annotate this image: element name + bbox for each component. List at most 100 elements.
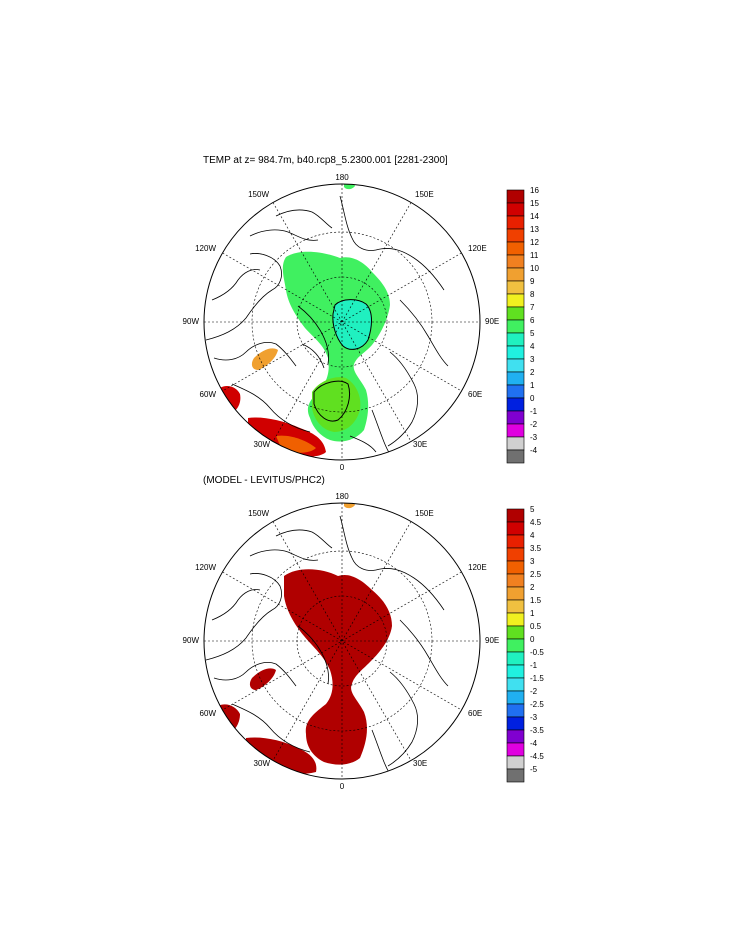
colorbar-label: 12 — [530, 238, 539, 247]
lon-label: 120E — [468, 563, 487, 572]
lon-label: 120W — [195, 563, 216, 572]
colorbar-swatch — [506, 729, 525, 744]
lon-label: 60E — [468, 390, 482, 399]
lon-label: 30E — [413, 440, 427, 449]
lon-label: 120W — [195, 244, 216, 253]
colorbar-label: 0 — [530, 394, 535, 403]
colorbar-swatch — [506, 573, 525, 588]
lon-label: 150W — [248, 509, 269, 518]
colorbar-swatch — [506, 319, 525, 334]
colorbar-label: -4.5 — [530, 752, 544, 761]
lon-label: 180 — [335, 492, 349, 501]
lon-label: 90W — [183, 317, 200, 326]
colorbar-swatch — [506, 397, 525, 412]
colorbar-label: -1 — [530, 661, 538, 670]
colorbar-label: -3.5 — [530, 726, 544, 735]
colorbar-swatch — [506, 534, 525, 549]
colorbar-label: 2 — [530, 583, 535, 592]
colorbar-label: 3.5 — [530, 544, 542, 553]
colorbar-swatch — [506, 410, 525, 425]
colorbar-swatch — [506, 371, 525, 386]
lon-label: 150W — [248, 190, 269, 199]
lon-label: 30W — [254, 440, 271, 449]
colorbar-label: 5 — [530, 505, 535, 514]
colorbar-label: -1 — [530, 407, 538, 416]
colorbar-label: -4 — [530, 739, 538, 748]
colorbar-swatch — [506, 547, 525, 562]
colorbar-label: -2.5 — [530, 700, 544, 709]
colorbar-label: 4 — [530, 531, 535, 540]
colorbar-label: 0 — [530, 635, 535, 644]
colorbar-label: 15 — [530, 199, 539, 208]
lon-label: 90W — [183, 636, 200, 645]
bottom-lon-labels: 180 150E 120E 90E 60E 30E 0 30W 60W 90W 120W 150W — [183, 492, 500, 791]
colorbar-swatch — [506, 625, 525, 640]
colorbar-label: 9 — [530, 277, 535, 286]
colorbar-label: 2.5 — [530, 570, 542, 579]
colorbar-swatch — [506, 202, 525, 217]
top-lon-labels: 180 150E 120E 90E 60E 30E 0 30W 60W 90W 120W 150W — [183, 173, 500, 472]
colorbar-label: -0.5 — [530, 648, 544, 657]
lon-label: 0 — [340, 463, 345, 472]
colorbar-swatch — [506, 560, 525, 575]
colorbar-swatch — [506, 293, 525, 308]
colorbar-label: 3 — [530, 355, 535, 364]
colorbar-label: 6 — [530, 316, 535, 325]
bottom-panel-title: (MODEL - LEVITUS/PHC2) — [203, 475, 325, 486]
colorbar-swatch — [506, 345, 525, 360]
colorbar-swatch — [506, 599, 525, 614]
colorbar-swatch — [506, 332, 525, 347]
colorbar-label: -1.5 — [530, 674, 544, 683]
colorbar-swatch — [506, 586, 525, 601]
colorbar-swatch — [506, 703, 525, 718]
colorbar-swatch — [506, 664, 525, 679]
colorbar-swatch — [506, 189, 525, 204]
colorbar-label: 4.5 — [530, 518, 542, 527]
colorbar-swatch — [506, 423, 525, 438]
colorbar-swatch — [506, 306, 525, 321]
lon-label: 180 — [335, 173, 349, 182]
lon-label: 90E — [485, 317, 499, 326]
colorbar-label: 3 — [530, 557, 535, 566]
lon-label: 150E — [415, 509, 434, 518]
lon-label: 30W — [254, 759, 271, 768]
colorbar-swatch — [506, 651, 525, 666]
colorbar-label: -5 — [530, 765, 538, 774]
colorbar-swatch — [506, 358, 525, 373]
colorbar-swatch — [506, 384, 525, 399]
lon-label: 60W — [200, 709, 217, 718]
colorbar-swatch — [506, 755, 525, 770]
colorbar-swatch — [506, 280, 525, 295]
colorbar-swatch — [506, 241, 525, 256]
top-map-field — [204, 184, 480, 460]
lon-label: 0 — [340, 782, 345, 791]
lon-label: 90E — [485, 636, 499, 645]
colorbar-swatch — [506, 254, 525, 269]
lon-label: 120E — [468, 244, 487, 253]
colorbar-swatch — [506, 228, 525, 243]
colorbar-label: 14 — [530, 212, 539, 221]
colorbar-swatch — [506, 267, 525, 282]
colorbar-label: 8 — [530, 290, 535, 299]
colorbar-swatch — [506, 768, 525, 783]
colorbar-label: 2 — [530, 368, 535, 377]
colorbar-label: -2 — [530, 687, 538, 696]
colorbar-label: 13 — [530, 225, 539, 234]
colorbar-swatch — [506, 716, 525, 731]
colorbar-swatch — [506, 508, 525, 523]
colorbar-swatch — [506, 521, 525, 536]
top-polar-map — [203, 183, 481, 461]
colorbar-swatch — [506, 612, 525, 627]
bottom-polar-map — [203, 502, 481, 780]
colorbar-label: 5 — [530, 329, 535, 338]
colorbar-label: 16 — [530, 186, 539, 195]
colorbar-swatch — [506, 436, 525, 451]
colorbar-label: -4 — [530, 446, 538, 455]
lon-label: 150E — [415, 190, 434, 199]
colorbar-label: 11 — [530, 251, 539, 260]
colorbar-label: 1 — [530, 381, 535, 390]
colorbar-label: 1.5 — [530, 596, 542, 605]
colorbar-label: 10 — [530, 264, 539, 273]
colorbar-swatch — [506, 215, 525, 230]
